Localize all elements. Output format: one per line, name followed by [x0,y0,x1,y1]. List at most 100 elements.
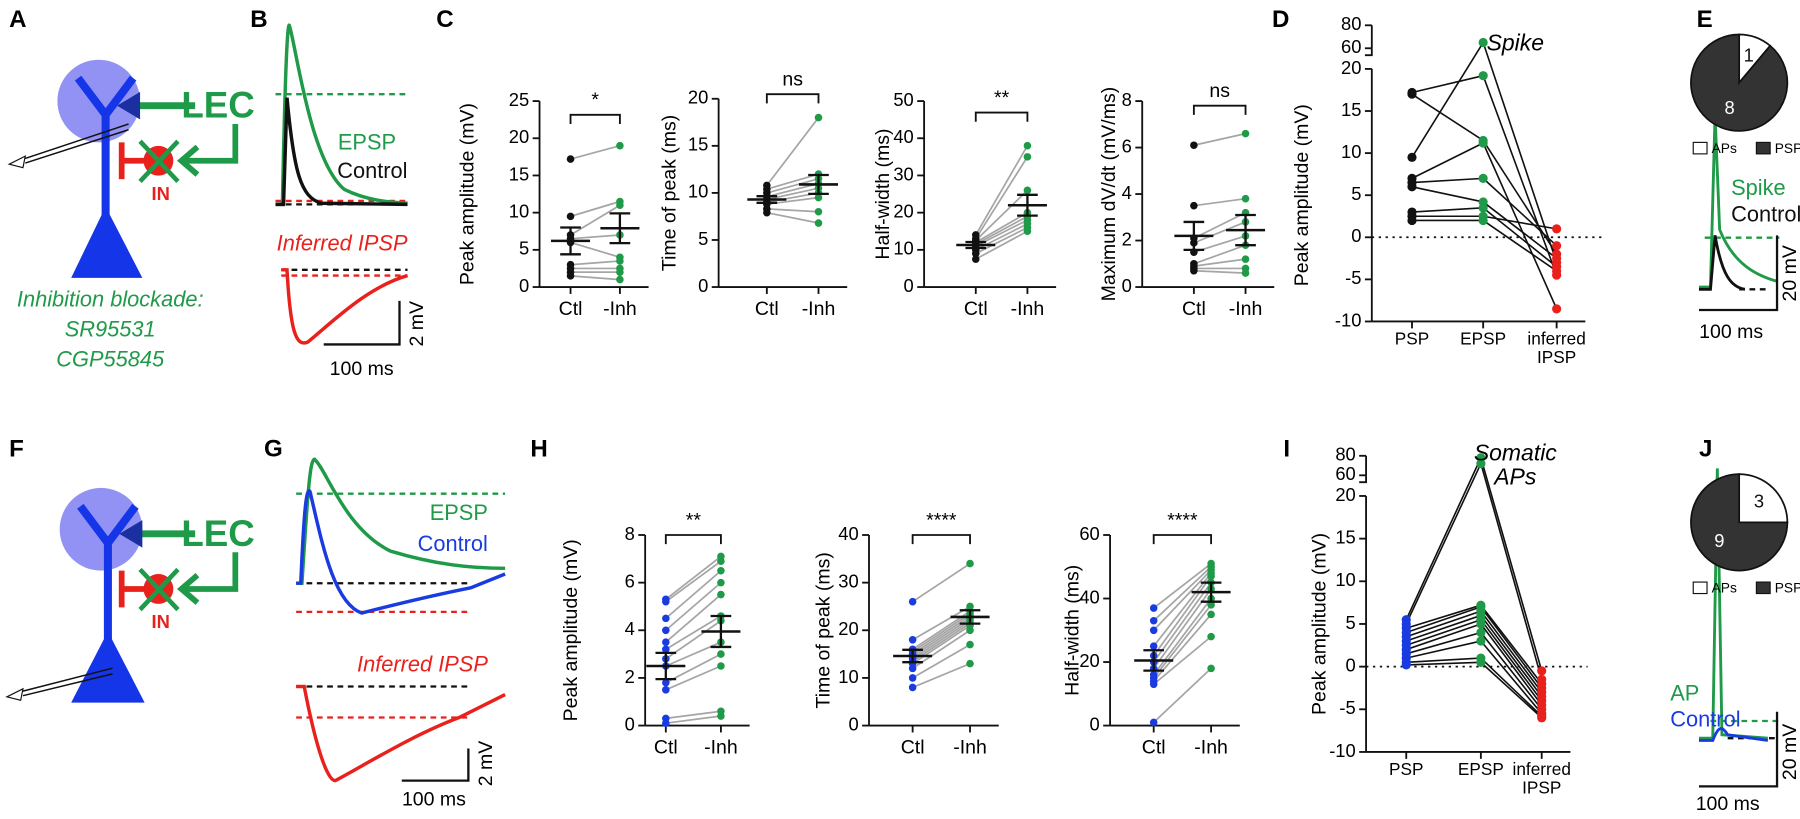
pair-line [665,581,722,631]
cell-line [1480,457,1543,672]
cell-line [1480,640,1543,715]
data-point [966,640,974,649]
y-tick-label: 40 [838,523,858,544]
y-tick-label: 0 [698,275,708,296]
y-tick-label: 20 [1079,650,1099,671]
pair-line [570,275,620,281]
cell-line [1480,657,1543,717]
data-point [1476,627,1486,638]
panel-label: E [1697,6,1713,33]
pair-line [1193,221,1246,244]
significance-bracket [974,111,1029,122]
panel-label: J [1699,435,1712,462]
diagram-label: IN [152,611,170,632]
pair-line [975,211,1028,244]
annotation-box: Spike [1487,32,1544,56]
x-tick-label: Ctl [1182,298,1206,320]
data-point [662,645,670,654]
data-point [966,626,974,635]
pair-line [570,200,621,218]
cell-line [1482,201,1558,259]
trace-label: Spike [1731,175,1786,200]
data-point [966,559,974,568]
pair-line [1193,269,1246,274]
data-point [971,249,980,258]
data-point [1207,572,1215,581]
cell-line [1405,463,1482,625]
pair-line [912,562,971,603]
significance: * [591,89,599,111]
pair-line [1193,258,1246,267]
data-point [1241,194,1250,203]
pie-label: 1 [1744,44,1754,65]
scale-label: 20 mV [1779,724,1800,780]
panel-label: F [9,435,24,462]
data-point [1478,71,1488,81]
x-tick-label: -Inh [1194,737,1228,759]
x-tick-label-box: inferred IPSP [1513,761,1571,797]
data-point [908,664,917,673]
pair-line [975,226,1028,255]
y-tick-label: 10 [1341,141,1361,162]
y-axis-label: Time of peak (ms) [659,115,681,271]
y-tick-label: 5 [1351,183,1361,204]
pair-line [766,173,819,190]
pair-line [1153,604,1212,679]
data-point [1207,610,1215,619]
y-tick-label: 0 [1090,713,1100,734]
panel-label: A [9,6,26,33]
pair-line [570,241,621,259]
pair-line [766,117,820,186]
neuron-diagram [5,487,239,703]
y-tick-label: 8 [625,523,635,544]
y-tick-label: 20 [893,200,913,221]
diagram-label: IN [152,183,170,204]
y-tick-label: -10 [1329,740,1356,761]
cell-line [1411,74,1484,94]
cell-line [1411,177,1484,184]
data-point [1552,224,1562,234]
y-tick-label: 2 [625,666,635,687]
y-tick-label: 4 [625,618,635,639]
data-point [717,578,725,587]
data-point [1207,664,1215,673]
pair-line [975,230,1028,260]
cell-line [1482,177,1558,247]
trace-label: EPSP [430,500,488,525]
scale-label: 100 ms [1699,321,1763,343]
cell-line [1480,606,1543,689]
significance-bracket [569,113,621,125]
cell-line [1405,623,1482,651]
traces [275,23,408,346]
data-point [1023,153,1032,161]
y-tick-label: 60 [1079,523,1099,544]
data-point [1478,37,1488,48]
y-tick-label: 10 [509,200,529,221]
cell-line [1480,619,1543,702]
pair-line [1153,562,1212,609]
panel-label: C [436,6,453,33]
pair-line [570,144,621,160]
x-tick-label-box: EPSP [1460,331,1506,349]
data-point [1149,626,1158,635]
data-point [662,626,670,635]
traces [296,457,506,783]
y-tick-label: 60 [1335,463,1355,484]
data-point [1023,227,1032,236]
y-axis-label: Peak amplitude (mV) [1308,533,1330,715]
pair-line [1153,582,1212,663]
x-tick-label: -Inh [603,298,637,320]
data-point [908,597,917,606]
pair-line [912,624,971,665]
data-point [662,597,670,606]
significance: **** [926,509,957,531]
data-point [1207,632,1215,641]
y-tick-label: 20 [509,126,529,147]
cell-line [1405,610,1482,638]
trace-label: Inferred IPSP [277,230,408,255]
pair-line [665,560,722,603]
data-point [1190,266,1198,275]
y-tick-label: 15 [1341,99,1361,120]
y-tick-label: 20 [688,87,708,108]
